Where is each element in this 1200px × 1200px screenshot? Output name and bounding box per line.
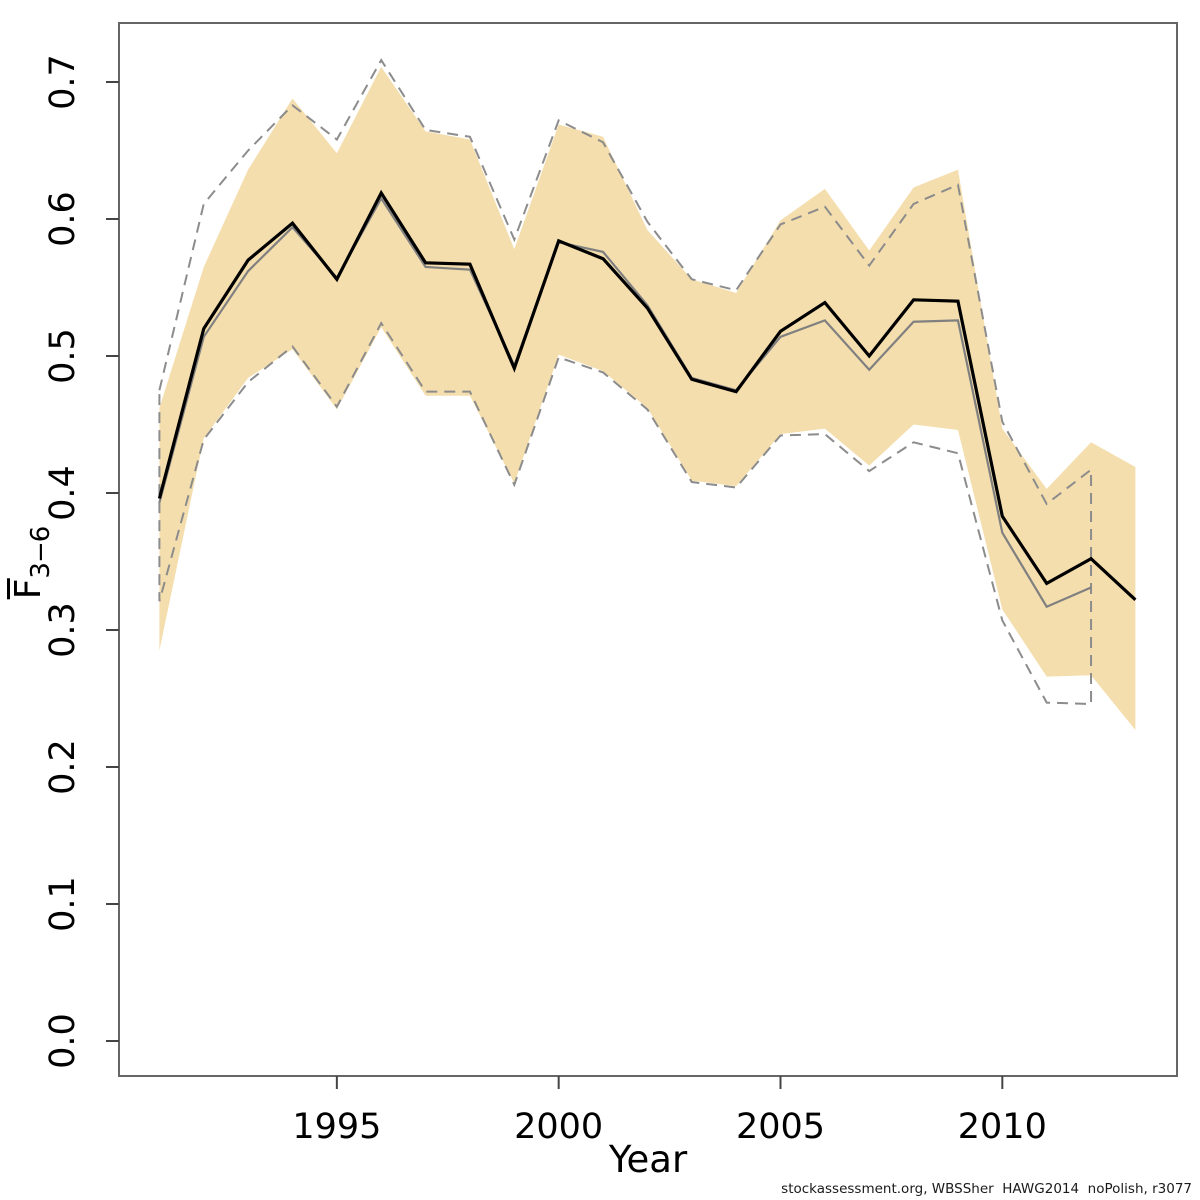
x-axis-label: Year [608,1138,688,1181]
x-tick-label: 1995 [292,1107,381,1147]
y-tick-label: 0.6 [43,191,83,247]
footer-attribution: stockassessment.org, WBSSher HAWG2014 no… [781,1181,1192,1197]
y-tick-label: 0.3 [43,602,83,658]
x-tick-label: 2010 [958,1107,1047,1147]
x-tick-label: 2000 [514,1107,603,1147]
y-tick-label: 0.1 [43,876,83,932]
y-tick-label: 0.2 [43,739,83,795]
y-tick-label: 0.4 [43,465,83,521]
current-confidence-band [159,66,1136,731]
plot-frame [118,22,1178,1077]
y-tick-label: 0.7 [43,54,83,110]
y-axis-label: F3−6 [7,527,56,600]
y-axis-label-subscript: 3−6 [26,526,56,579]
previous-confidence-bounds [158,58,1093,706]
y-axis-label-fbar: F [7,578,49,600]
y-tick-label: 0.5 [43,328,83,384]
y-tick-label: 0.0 [43,1013,83,1069]
x-tick-label: 2005 [736,1107,825,1147]
current-assessment-fbar-line [157,189,1137,602]
